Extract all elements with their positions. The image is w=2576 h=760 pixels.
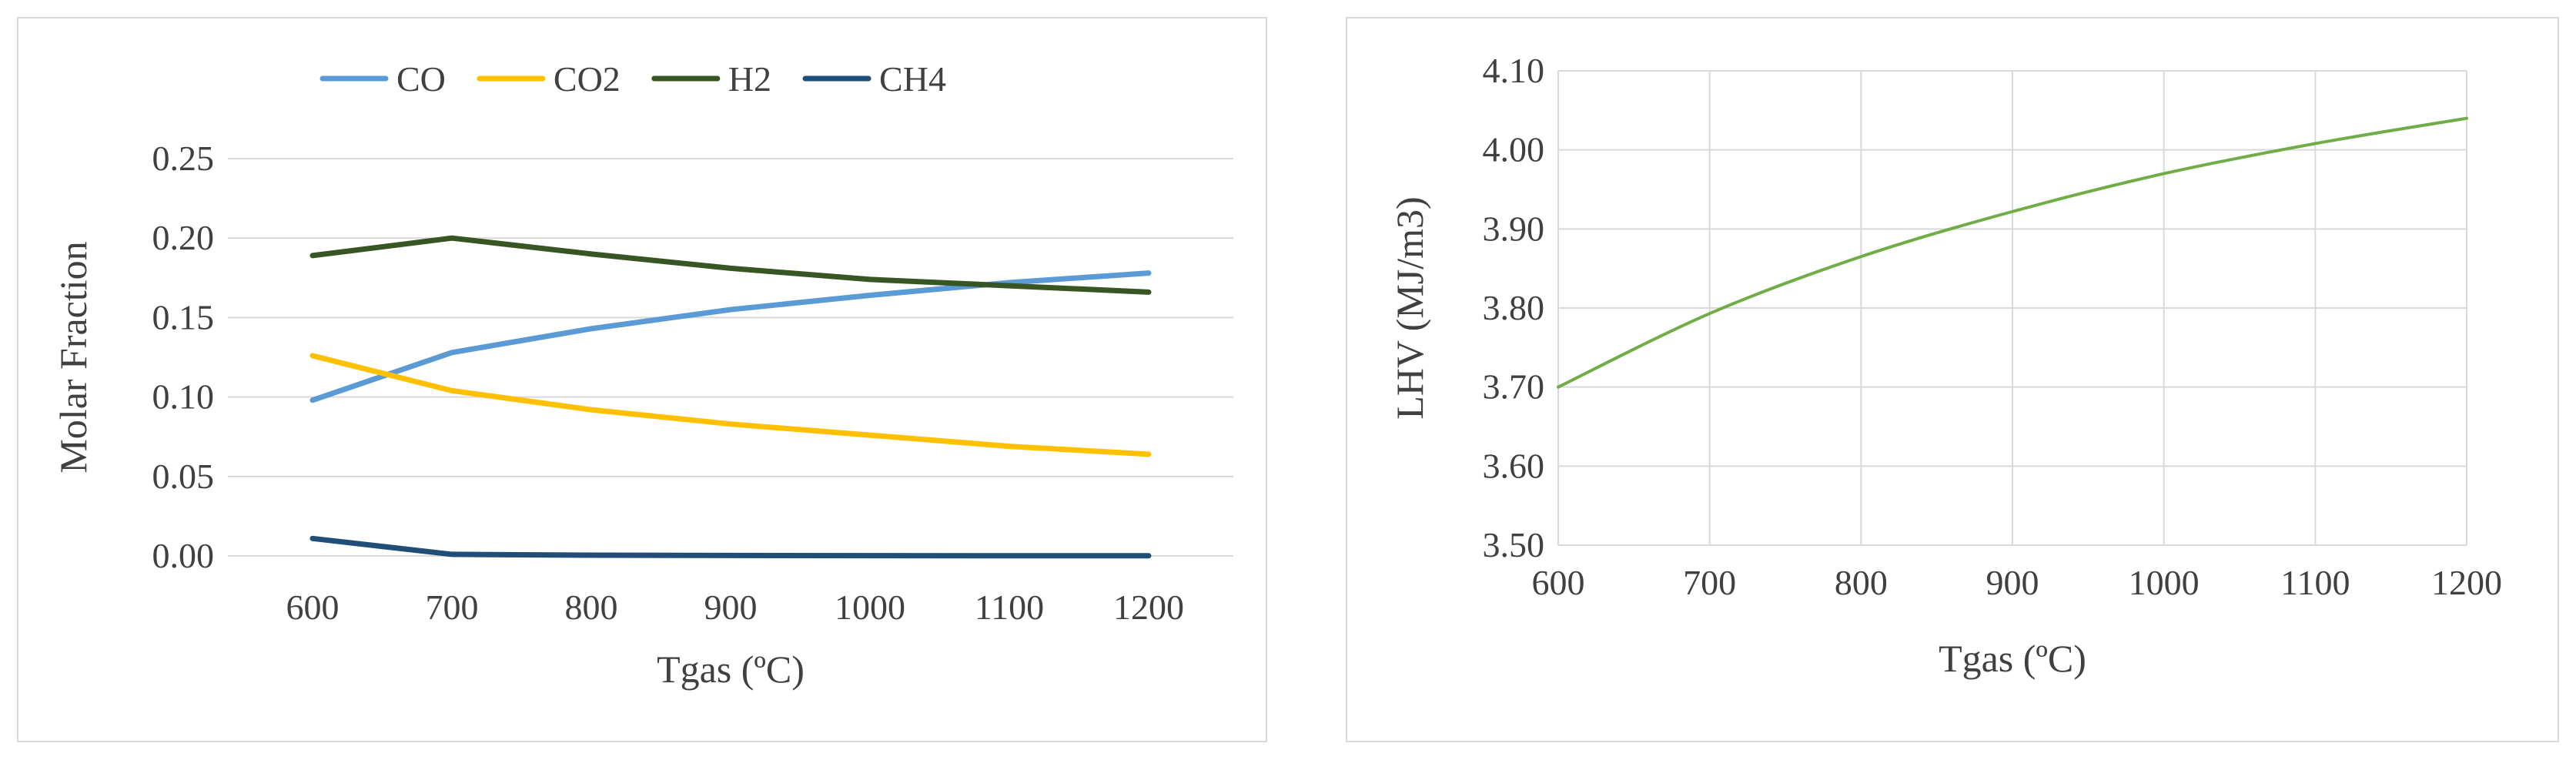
chart0-y-tick-label: 0.25 <box>152 139 215 178</box>
chart0-x-tick-label: 700 <box>426 588 479 627</box>
lhv-chart-panel: 3.50 3.60 3.70 3.80 3.90 4.00 4.10 600 700 800 900… <box>1346 17 2559 742</box>
chart1-x-axis-title: Tgas (ºC) <box>1939 637 2086 680</box>
chart1-x-tick-label: 700 <box>1683 563 1736 602</box>
chart0-y-tick-label: 0.15 <box>152 297 215 336</box>
chart0-legend-label-co2: CO2 <box>554 59 621 99</box>
chart0-series-line-co <box>309 270 1152 403</box>
chart1-y-axis-title: LHV (MJ/m3) <box>1388 196 1431 419</box>
chart0-x-tick-label: 1000 <box>835 588 905 627</box>
chart1-y-tick-label: 3.90 <box>1483 209 1545 248</box>
chart0-y-tick-label: 0.05 <box>152 457 215 496</box>
chart0-legend-label-co: CO <box>396 59 446 99</box>
chart0-series-line-ch4 <box>309 535 1152 559</box>
chart0-x-tick-label: 800 <box>565 588 618 627</box>
molar-fraction-chart-panel: 0.00 0.05 0.10 0.15 0.20 0.25 600 700 800 900 1000… <box>17 17 1267 742</box>
chart1-x-tick-label: 1200 <box>2431 563 2502 602</box>
chart0-series-line-co2 <box>309 353 1152 457</box>
chart1-x-tick-label: 900 <box>1986 563 2039 602</box>
chart1-series-line-lhv <box>1557 116 2468 389</box>
chart1-x-tick-label: 1000 <box>2129 563 2200 602</box>
lhv-chart: 3.50 3.60 3.70 3.80 3.90 4.00 4.10 600 700 800 900… <box>1388 51 2502 680</box>
chart0-y-tick-label: 0.20 <box>152 218 215 257</box>
chart0-x-tick-label: 1100 <box>975 588 1044 627</box>
chart1-x-tick-label: 1100 <box>2280 563 2350 602</box>
chart1-y-tick-label: 3.60 <box>1483 446 1545 485</box>
chart1-x-tick-label: 600 <box>1532 563 1585 602</box>
chart0-x-axis-title: Tgas (ºC) <box>657 648 805 691</box>
chart0-y-tick-label: 0.10 <box>152 377 215 417</box>
chart0-x-tick-label: 900 <box>704 588 758 627</box>
chart0-x-tick-label: 1200 <box>1113 588 1184 627</box>
chart0-y-tick-label: 0.00 <box>152 536 215 575</box>
chart1-y-tick-label: 3.50 <box>1483 525 1545 564</box>
chart1-y-tick-label: 4.10 <box>1483 51 1545 90</box>
molar-fraction-chart: 0.00 0.05 0.10 0.15 0.20 0.25 600 700 800 900 1000… <box>52 59 1233 691</box>
chart0-y-axis-title: Molar Fraction <box>52 241 95 473</box>
chart0-x-tick-label: 600 <box>286 588 340 627</box>
chart1-y-tick-label: 3.80 <box>1483 288 1545 327</box>
chart1-y-tick-label: 3.70 <box>1483 367 1545 407</box>
chart1-x-tick-label: 800 <box>1835 563 1888 602</box>
chart0-legend-label-h2: H2 <box>728 59 771 99</box>
chart0-legend-label-ch4: CH4 <box>879 59 946 99</box>
chart1-y-tick-label: 4.00 <box>1483 130 1545 169</box>
chart0-series-line-h2 <box>309 235 1152 295</box>
